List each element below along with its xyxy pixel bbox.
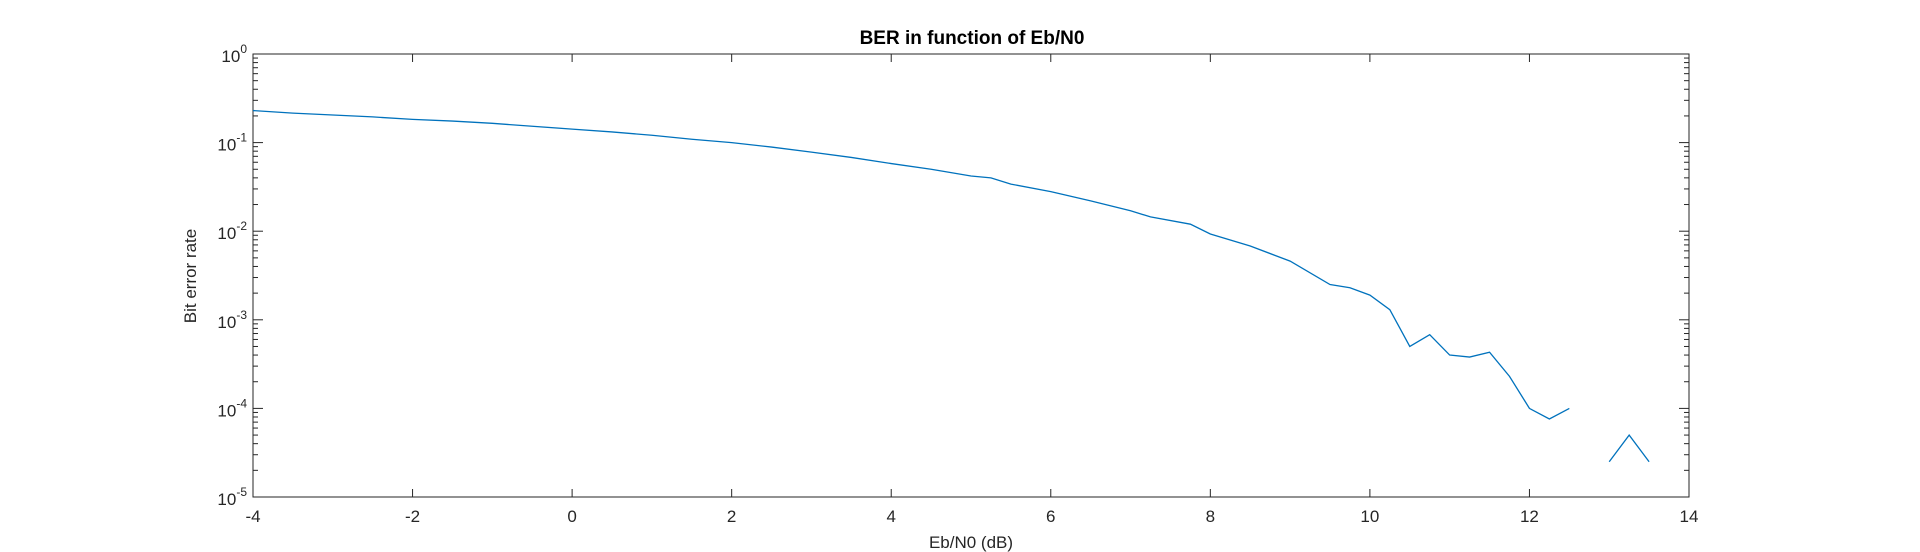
x-tick-label: 2	[727, 507, 736, 526]
x-tick-label: 8	[1206, 507, 1215, 526]
series-layer	[252, 109, 1650, 463]
series-line	[252, 109, 1570, 420]
y-tick-label: 100	[221, 42, 247, 66]
y-tick-label: 10-4	[217, 396, 247, 420]
chart-title: BER in function of Eb/N0	[860, 28, 1085, 49]
y-tick-label: 10-1	[217, 131, 247, 155]
y-tick-label: 10-3	[217, 308, 247, 332]
y-tick-labels: 100 10-1 10-2 10-3 10-4 10-5	[217, 42, 247, 509]
plot-area	[252, 53, 1690, 498]
x-tick-labels: -4 -2 0 2 4 6 8 10 12 14	[245, 507, 1698, 526]
x-axis-label: Eb/N0 (dB)	[929, 533, 1013, 552]
series-line	[1608, 433, 1650, 463]
x-tick-label: -4	[245, 507, 260, 526]
x-tick-label: 6	[1046, 507, 1055, 526]
x-tick-label: 0	[567, 507, 576, 526]
x-tick-label: 14	[1680, 507, 1699, 526]
ticks-layer	[252, 53, 1690, 498]
y-axis-label: Bit error rate	[181, 229, 200, 323]
x-tick-label: 4	[886, 507, 895, 526]
x-tick-label: -2	[405, 507, 420, 526]
y-tick-label: 10-2	[217, 219, 247, 243]
y-tick-label: 10-5	[217, 485, 247, 509]
x-tick-label: 10	[1360, 507, 1379, 526]
x-tick-label: 12	[1520, 507, 1539, 526]
